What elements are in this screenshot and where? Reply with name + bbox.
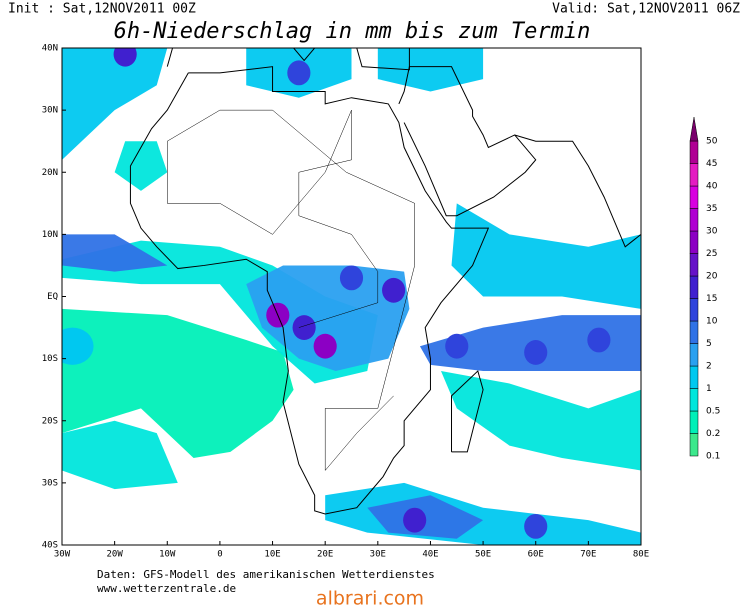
x-axis-label: 30W [54, 550, 71, 560]
colorbar-label: 2 [706, 362, 712, 372]
colorbar-segment [689, 433, 699, 457]
colorbar-label: 25 [706, 249, 717, 259]
colorbar-segment [689, 185, 699, 209]
y-axis-label: 20S [42, 416, 58, 426]
y-axis-label: 20N [42, 168, 58, 178]
colorbar-label: 15 [706, 294, 717, 304]
precip-area [62, 420, 178, 490]
x-axis-label: 30E [370, 550, 386, 560]
valid-time: Valid: Sat,12NOV2011 06Z [552, 2, 740, 17]
colorbar-label: 20 [706, 272, 718, 282]
x-axis-label: 20E [317, 550, 333, 560]
colorbar-label: 0.1 [706, 452, 720, 462]
precip-cell [313, 333, 337, 359]
colorbar-segment [689, 253, 699, 277]
africa-coast [129, 66, 490, 515]
y-axis-label: 30S [42, 478, 58, 488]
colorbar-segment [689, 365, 699, 389]
x-axis-label: 0 [217, 550, 222, 560]
precip-cell [292, 315, 316, 340]
colorbar-segment [689, 163, 699, 187]
madagascar-coast [451, 370, 484, 453]
turkey-coast [356, 48, 410, 71]
x-axis-label: 50E [475, 550, 491, 560]
precip-area [62, 48, 168, 160]
colorbar-segment [689, 388, 699, 412]
arabia-coast [398, 66, 537, 217]
colorbar-segment [689, 410, 699, 434]
precip-cell [382, 277, 406, 303]
colorbar-segment [689, 320, 699, 344]
colorbar-segment [689, 140, 699, 164]
coastlines [129, 48, 641, 515]
precip-area [62, 308, 294, 459]
source-url: www.wetterzentrale.de [97, 582, 236, 595]
precip-area [62, 234, 168, 272]
colorbar-segment [689, 275, 699, 299]
y-axis-label: 40S [42, 541, 58, 551]
colorbar-label: 0.2 [706, 429, 720, 439]
y-axis-label: 10S [42, 354, 58, 364]
colorbar-segment [689, 298, 699, 322]
precip-cell [339, 265, 364, 291]
colorbar-label: 5 [706, 339, 712, 349]
y-axis-label: 30N [42, 106, 58, 116]
country-borders [167, 109, 415, 472]
precip-cell [62, 327, 94, 365]
colorbar-label: 40 [706, 182, 718, 192]
colorbar-label: 30 [706, 227, 718, 237]
colorbar-label: 35 [706, 204, 717, 214]
precip-area [451, 203, 641, 309]
precip-cell [403, 507, 427, 533]
precip-area [377, 48, 484, 92]
colorbar-segment [689, 208, 699, 232]
precip-cell [113, 48, 137, 67]
x-axis-label: 70E [580, 550, 596, 560]
precip-area [114, 141, 168, 191]
x-axis-label: 60E [528, 550, 544, 560]
precip-cell [287, 60, 311, 86]
precip-area [440, 371, 641, 471]
colorbar-segment [689, 343, 699, 367]
asia-coast [514, 134, 641, 248]
precip-cell [524, 339, 548, 365]
y-axis-label: EQ [47, 292, 58, 302]
colorbar-label: 45 [706, 159, 717, 169]
y-axis-label: 10N [42, 230, 58, 240]
colorbar-label: 0.5 [706, 407, 720, 417]
colorbar-label: 10 [706, 317, 718, 327]
precip-cell [524, 513, 548, 539]
precipitation [62, 48, 641, 545]
init-time: Init : Sat,12NOV2011 00Z [8, 2, 196, 17]
precip-cell [587, 327, 611, 353]
x-axis-label: 40E [422, 550, 438, 560]
x-axis-label: 10E [264, 550, 280, 560]
map-title: 6h-Niederschlag in mm bis zum Termin [114, 19, 591, 44]
x-axis-label: 80E [633, 550, 649, 560]
y-axis-label: 40N [42, 44, 58, 54]
x-axis-label: 10W [159, 550, 176, 560]
colorbar-arrow [689, 116, 699, 142]
colorbar-label: 50 [706, 137, 718, 147]
data-source: Daten: GFS-Modell des amerikanischen Wet… [97, 568, 435, 581]
colorbar-segment [689, 230, 699, 254]
x-axis-label: 20W [107, 550, 124, 560]
precip-cell [445, 333, 469, 359]
watermark: albrari.com [316, 588, 424, 608]
colorbar-label: 1 [706, 384, 712, 394]
map-area [61, 47, 642, 546]
